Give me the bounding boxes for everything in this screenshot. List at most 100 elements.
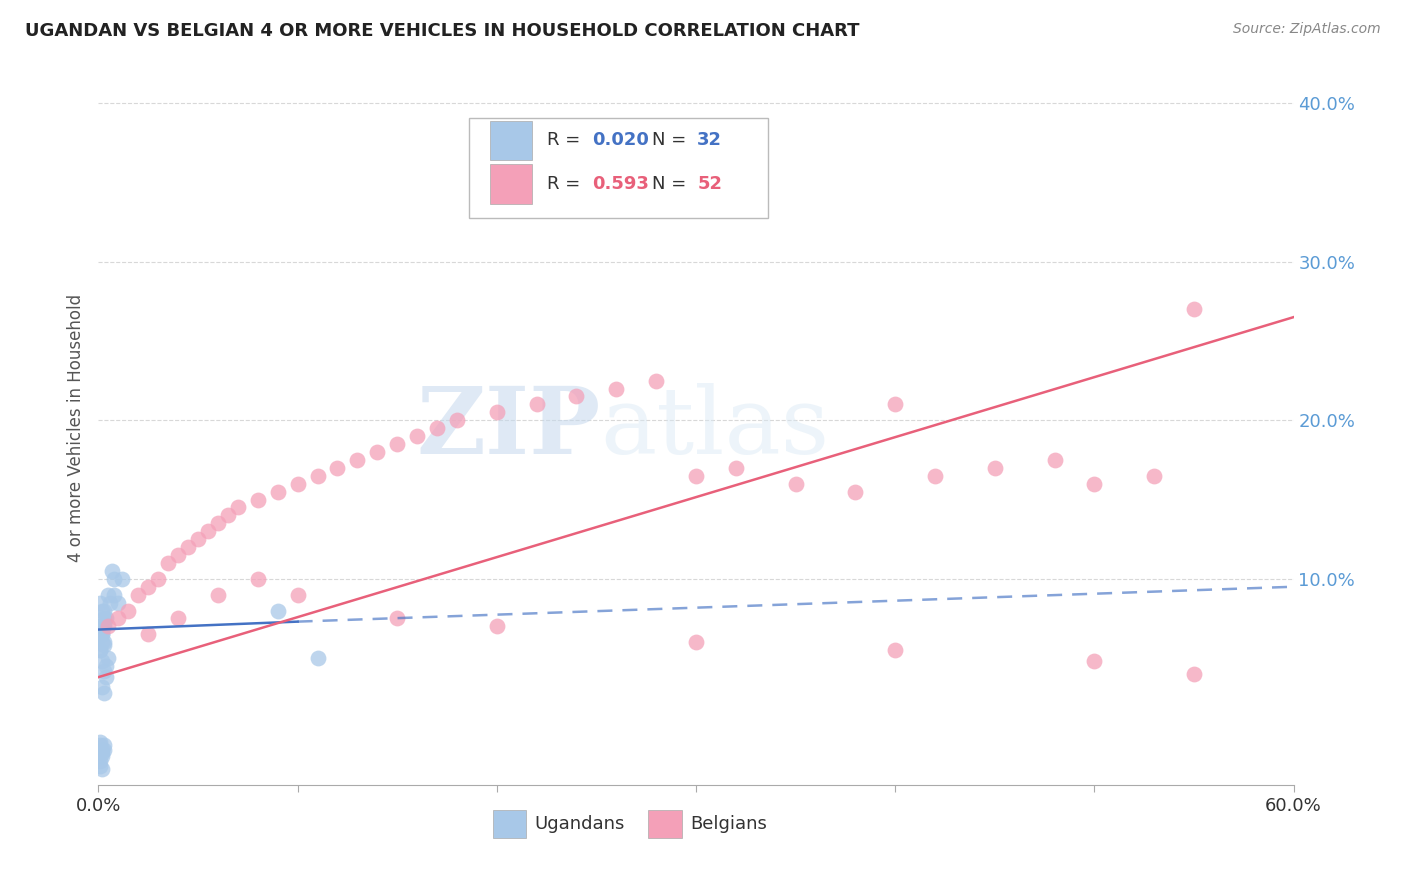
Point	[406, 429, 429, 443]
Point	[197, 524, 219, 539]
Point	[89, 619, 111, 633]
Point	[91, 623, 114, 637]
Point	[565, 389, 588, 403]
Point	[103, 588, 125, 602]
Y-axis label: 4 or more Vehicles in Household: 4 or more Vehicles in Household	[66, 294, 84, 562]
Point	[724, 460, 747, 475]
Point	[177, 540, 200, 554]
Point	[1143, 468, 1166, 483]
Text: 0.593: 0.593	[592, 175, 650, 193]
Point	[93, 635, 115, 649]
Point	[217, 508, 239, 523]
Point	[93, 639, 115, 653]
Point	[91, 680, 114, 694]
Point	[96, 659, 118, 673]
Text: UGANDAN VS BELGIAN 4 OR MORE VEHICLES IN HOUSEHOLD CORRELATION CHART: UGANDAN VS BELGIAN 4 OR MORE VEHICLES IN…	[25, 22, 860, 40]
Point	[884, 643, 907, 657]
Point	[645, 374, 668, 388]
Point	[136, 627, 159, 641]
Point	[97, 588, 120, 602]
Text: R =: R =	[547, 131, 585, 149]
Point	[103, 572, 125, 586]
Text: N =: N =	[652, 175, 692, 193]
Point	[93, 616, 115, 631]
Point	[884, 397, 907, 411]
Point	[93, 686, 115, 700]
Text: Belgians: Belgians	[690, 815, 766, 833]
Point	[1182, 302, 1205, 317]
Point	[93, 664, 115, 678]
Point	[167, 548, 190, 562]
Point	[307, 468, 329, 483]
Point	[1083, 654, 1105, 668]
Bar	[491, 121, 533, 161]
Point	[307, 651, 329, 665]
Text: ZIP: ZIP	[416, 384, 600, 473]
Text: 0.020: 0.020	[592, 131, 650, 149]
Point	[91, 654, 114, 668]
Point	[167, 611, 190, 625]
Point	[385, 437, 409, 451]
Point	[785, 476, 807, 491]
Point	[605, 382, 627, 396]
Point	[91, 603, 114, 617]
Point	[685, 635, 707, 649]
Point	[91, 627, 114, 641]
Point	[385, 611, 409, 625]
Point	[685, 468, 707, 483]
Point	[89, 739, 111, 753]
Point	[157, 556, 180, 570]
Point	[226, 500, 249, 515]
Point	[148, 572, 170, 586]
Point	[1083, 476, 1105, 491]
Point	[1043, 453, 1066, 467]
Point	[267, 484, 290, 499]
Point	[924, 468, 946, 483]
Point	[96, 611, 118, 625]
Point	[526, 397, 548, 411]
Point	[91, 749, 114, 764]
Point	[101, 564, 124, 578]
Point	[287, 476, 309, 491]
Text: 52: 52	[697, 175, 723, 193]
Bar	[494, 810, 526, 838]
Point	[93, 743, 115, 757]
Point	[287, 588, 309, 602]
Text: atlas: atlas	[600, 384, 830, 473]
Point	[127, 588, 149, 602]
Point	[1182, 667, 1205, 681]
Point	[326, 460, 349, 475]
Point	[485, 619, 508, 633]
Point	[93, 603, 115, 617]
Point	[246, 572, 269, 586]
Point	[89, 759, 111, 773]
Point	[366, 445, 388, 459]
Text: 32: 32	[697, 131, 723, 149]
Text: Source: ZipAtlas.com: Source: ZipAtlas.com	[1233, 22, 1381, 37]
Point	[97, 651, 120, 665]
Point	[117, 603, 139, 617]
Point	[107, 611, 129, 625]
Point	[426, 421, 449, 435]
Point	[136, 580, 159, 594]
Point	[91, 627, 114, 641]
Point	[111, 572, 134, 586]
Text: N =: N =	[652, 131, 692, 149]
Text: R =: R =	[547, 175, 585, 193]
Point	[98, 596, 122, 610]
Point	[93, 739, 115, 753]
Point	[91, 746, 114, 760]
Point	[89, 643, 111, 657]
Point	[91, 762, 114, 776]
Text: Ugandans: Ugandans	[534, 815, 626, 833]
Point	[91, 743, 114, 757]
Point	[984, 460, 1007, 475]
Point	[93, 611, 115, 625]
Point	[446, 413, 468, 427]
Point	[207, 516, 229, 531]
Point	[485, 405, 508, 419]
Point	[844, 484, 866, 499]
Point	[96, 670, 118, 684]
FancyBboxPatch shape	[470, 118, 768, 218]
Bar	[491, 164, 533, 203]
